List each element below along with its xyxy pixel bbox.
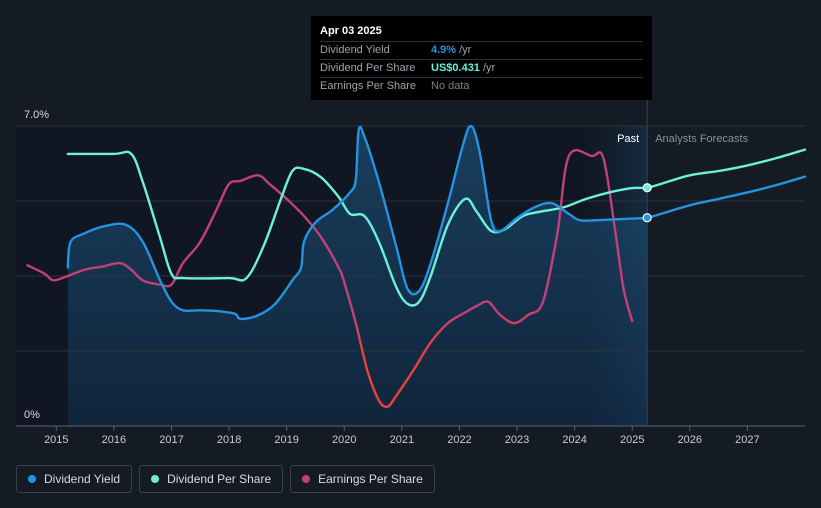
legend-item-dividend-yield[interactable]: Dividend Yield: [16, 465, 133, 493]
x-tick-label: 2024: [562, 434, 586, 446]
legend-label: Earnings Per Share: [318, 472, 423, 486]
tooltip-row-dividend-per-share: Dividend Per Share US$0.431 /yr: [320, 59, 643, 77]
tooltip-value: 4.9%: [431, 44, 457, 56]
tooltip-panel: Apr 03 2025 Dividend Yield 4.9% /yr Divi…: [311, 16, 652, 100]
tooltip-date: Apr 03 2025: [320, 25, 382, 37]
tooltip-unit: /yr: [482, 62, 496, 74]
series-line-yield: [66, 124, 807, 321]
tooltip-label: Dividend Yield: [320, 44, 390, 56]
past-label: Past: [617, 133, 639, 145]
x-tick-label: 2020: [332, 434, 356, 446]
x-tick-label: 2018: [217, 434, 241, 446]
marker-dps: [642, 183, 652, 193]
legend-label: Dividend Per Share: [167, 472, 272, 486]
legend: Dividend Yield Dividend Per Share Earnin…: [16, 465, 435, 495]
x-tick-label: 2016: [102, 434, 126, 446]
tooltip-label: Earnings Per Share: [320, 80, 416, 92]
x-tick-label: 2022: [447, 434, 471, 446]
x-tick-label: 2019: [274, 434, 298, 446]
x-tick-label: 2021: [390, 434, 414, 446]
x-tick-label: 2027: [735, 434, 759, 446]
forecast-label: Analysts Forecasts: [655, 133, 748, 145]
tooltip-label: Dividend Per Share: [320, 62, 416, 74]
series-line-dps: [66, 148, 807, 307]
chart: 2015 2016 2017 2018 2019 2020 2021 2022 2023 2024…: [16, 100, 807, 446]
x-tick-label: 2015: [44, 434, 68, 446]
y-axis-bottom-label: 0%: [24, 409, 40, 421]
x-tick-label: 2017: [159, 434, 183, 446]
tooltip-value: US$0.431: [431, 62, 480, 74]
tooltip-row-earnings-per-share: Earnings Per Share No data: [320, 77, 643, 95]
tooltip-value: No data: [431, 80, 470, 92]
tooltip-row-dividend-yield: Dividend Yield 4.9% /yr: [320, 41, 643, 59]
y-axis-top-label: 7.0%: [24, 109, 49, 121]
x-tick-label: 2025: [620, 434, 644, 446]
marker-yield: [642, 213, 652, 223]
dot-icon: [28, 475, 36, 483]
legend-label: Dividend Yield: [44, 472, 121, 486]
dot-icon: [302, 475, 311, 483]
tooltip-unit: /yr: [459, 44, 472, 56]
x-tick-label: 2023: [505, 434, 529, 446]
legend-item-earnings-per-share[interactable]: Earnings Per Share: [290, 465, 435, 493]
x-tick-label: 2026: [678, 434, 702, 446]
dot-icon: [151, 475, 160, 483]
legend-item-dividend-per-share[interactable]: Dividend Per Share: [139, 465, 284, 493]
series-line-eps: [26, 149, 634, 409]
